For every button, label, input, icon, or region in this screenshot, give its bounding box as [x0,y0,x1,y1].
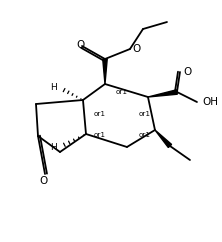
Text: or1: or1 [139,132,151,138]
Text: O: O [77,40,85,50]
Polygon shape [155,130,172,148]
Text: O: O [40,176,48,186]
Text: or1: or1 [94,111,106,117]
Text: or1: or1 [139,111,151,117]
Text: O: O [132,44,140,54]
Text: O: O [183,67,191,77]
Text: OH: OH [202,97,218,107]
Text: H: H [50,144,57,152]
Text: or1: or1 [94,132,106,138]
Text: or1: or1 [116,89,128,95]
Polygon shape [148,90,177,97]
Text: H: H [50,83,57,91]
Polygon shape [103,59,107,84]
